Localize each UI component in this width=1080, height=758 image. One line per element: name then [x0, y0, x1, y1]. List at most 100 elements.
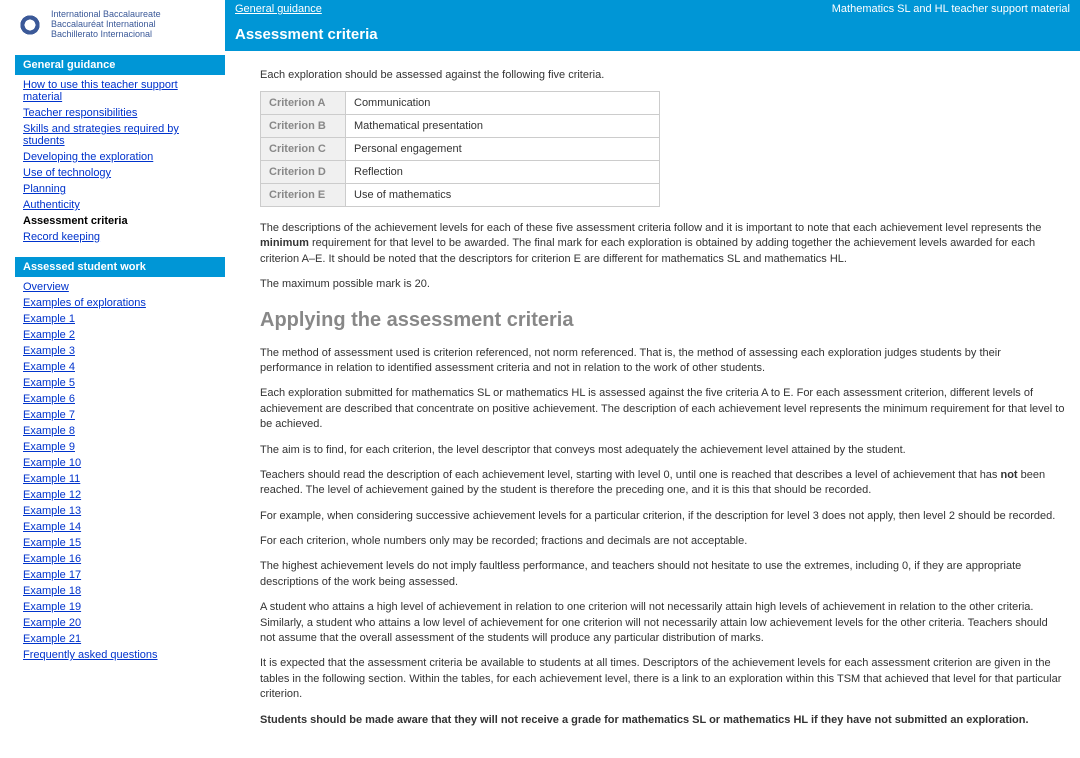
sidebar-link[interactable]: Example 20 — [23, 617, 81, 629]
ib-logo: International Baccalaureate Baccalauréat… — [15, 10, 225, 40]
nav-header-guidance: General guidance — [15, 55, 225, 75]
max-mark-text: The maximum possible mark is 20. — [260, 277, 1065, 292]
sidebar-link[interactable]: Assessment criteria — [23, 215, 128, 227]
sidebar-link[interactable]: Use of technology — [23, 167, 111, 179]
body-paragraph-bold: Students should be made aware that they … — [260, 713, 1065, 728]
body-paragraph: A student who attains a high level of ac… — [260, 600, 1065, 646]
sidebar-item: Examples of explorations — [15, 295, 225, 311]
intro-text: Each exploration should be assessed agai… — [260, 69, 1065, 81]
sidebar-link[interactable]: Record keeping — [23, 231, 100, 243]
sidebar-link[interactable]: Example 7 — [23, 409, 75, 421]
ib-logo-icon — [15, 10, 45, 40]
criteria-table: Criterion ACommunicationCriterion BMathe… — [260, 91, 660, 207]
sidebar-item: Example 15 — [15, 535, 225, 551]
sidebar-link[interactable]: Example 17 — [23, 569, 81, 581]
sidebar-link[interactable]: Example 19 — [23, 601, 81, 613]
sidebar-item: Example 8 — [15, 423, 225, 439]
sidebar-item: Example 11 — [15, 471, 225, 487]
sidebar-link[interactable]: Example 5 — [23, 377, 75, 389]
nav-list-assessed: Overview Examples of explorations Example … — [15, 279, 225, 663]
sidebar-item: Example 18 — [15, 583, 225, 599]
sidebar-item: Use of technology — [15, 165, 225, 181]
sidebar-item: Developing the exploration — [15, 149, 225, 165]
criterion-value: Personal engagement — [346, 138, 660, 161]
body-paragraph: The method of assessment used is criteri… — [260, 346, 1065, 377]
sidebar-item: Example 21 — [15, 631, 225, 647]
sidebar-item: Example 16 — [15, 551, 225, 567]
criterion-label: Criterion C — [261, 138, 346, 161]
criterion-label: Criterion A — [261, 92, 346, 115]
sidebar-item: Example 9 — [15, 439, 225, 455]
criterion-value: Mathematical presentation — [346, 115, 660, 138]
sidebar-link[interactable]: Example 8 — [23, 425, 75, 437]
sidebar-link[interactable]: Authenticity — [23, 199, 80, 211]
sidebar-link[interactable]: Example 12 — [23, 489, 81, 501]
sidebar-item: Example 5 — [15, 375, 225, 391]
sidebar-link[interactable]: Example 15 — [23, 537, 81, 549]
sidebar-link[interactable]: Skills and strategies required by studen… — [23, 123, 179, 147]
criterion-value: Communication — [346, 92, 660, 115]
page-title: Assessment criteria — [225, 18, 1080, 51]
nav-header-assessed: Assessed student work — [15, 257, 225, 277]
sidebar-link[interactable]: Developing the exploration — [23, 151, 153, 163]
body-paragraph: Each exploration submitted for mathemati… — [260, 386, 1065, 432]
sidebar-item: Record keeping — [15, 229, 225, 245]
sidebar-link[interactable]: Example 4 — [23, 361, 75, 373]
sidebar-link[interactable]: Overview — [23, 281, 69, 293]
sidebar-item: Example 13 — [15, 503, 225, 519]
sidebar-item: Overview — [15, 279, 225, 295]
breadcrumb-link[interactable]: General guidance — [235, 3, 322, 15]
body-paragraph: For example, when considering successive… — [260, 509, 1065, 524]
table-row: Criterion ACommunication — [261, 92, 660, 115]
sidebar-item: Example 12 — [15, 487, 225, 503]
main-content: General guidance Mathematics SL and HL t… — [225, 0, 1080, 758]
sidebar-item: Assessment criteria — [15, 213, 225, 229]
sidebar-item: Example 17 — [15, 567, 225, 583]
sidebar-link[interactable]: Example 10 — [23, 457, 81, 469]
sidebar-link[interactable]: Example 18 — [23, 585, 81, 597]
criterion-value: Use of mathematics — [346, 184, 660, 207]
sidebar-link[interactable]: Example 11 — [23, 473, 80, 485]
sidebar-item: Example 20 — [15, 615, 225, 631]
nav-list-guidance: How to use this teacher support material… — [15, 77, 225, 245]
sidebar-link[interactable]: Planning — [23, 183, 66, 195]
sidebar-item: Example 1 — [15, 311, 225, 327]
sidebar-item: Teacher responsibilities — [15, 105, 225, 121]
table-row: Criterion EUse of mathematics — [261, 184, 660, 207]
sidebar-link[interactable]: Example 16 — [23, 553, 81, 565]
section-heading: Applying the assessment criteria — [260, 309, 1065, 332]
course-title: Mathematics SL and HL teacher support ma… — [832, 3, 1070, 15]
sidebar-item: Example 14 — [15, 519, 225, 535]
description-paragraph: The descriptions of the achievement leve… — [260, 221, 1065, 267]
sidebar-link[interactable]: Example 9 — [23, 441, 75, 453]
sidebar-item: Example 6 — [15, 391, 225, 407]
sidebar-link[interactable]: Teacher responsibilities — [23, 107, 137, 119]
sidebar-link[interactable]: Example 13 — [23, 505, 81, 517]
table-row: Criterion BMathematical presentation — [261, 115, 660, 138]
sidebar-item: Example 19 — [15, 599, 225, 615]
sidebar-link[interactable]: Examples of explorations — [23, 297, 146, 309]
sidebar-item: Example 2 — [15, 327, 225, 343]
sidebar-link[interactable]: Example 2 — [23, 329, 75, 341]
sidebar-item: Example 7 — [15, 407, 225, 423]
sidebar-link[interactable]: Example 21 — [23, 633, 81, 645]
body-paragraph: The aim is to find, for each criterion, … — [260, 443, 1065, 458]
sidebar-link[interactable]: How to use this teacher support material — [23, 79, 178, 103]
criterion-label: Criterion D — [261, 161, 346, 184]
sidebar: International Baccalaureate Baccalauréat… — [0, 0, 225, 758]
sidebar-item: How to use this teacher support material — [15, 77, 225, 105]
sidebar-item: Frequently asked questions — [15, 647, 225, 663]
sidebar-link[interactable]: Frequently asked questions — [23, 649, 158, 661]
body-paragraph: For each criterion, whole numbers only m… — [260, 534, 1065, 549]
sidebar-link[interactable]: Example 6 — [23, 393, 75, 405]
sidebar-link[interactable]: Example 1 — [23, 313, 75, 325]
breadcrumb-bar: General guidance Mathematics SL and HL t… — [225, 0, 1080, 18]
criterion-label: Criterion E — [261, 184, 346, 207]
sidebar-item: Example 4 — [15, 359, 225, 375]
sidebar-item: Planning — [15, 181, 225, 197]
sidebar-item: Example 3 — [15, 343, 225, 359]
sidebar-link[interactable]: Example 14 — [23, 521, 81, 533]
ib-logo-text: International Baccalaureate Baccalauréat… — [51, 10, 161, 40]
sidebar-link[interactable]: Example 3 — [23, 345, 75, 357]
body-paragraph: It is expected that the assessment crite… — [260, 656, 1065, 702]
